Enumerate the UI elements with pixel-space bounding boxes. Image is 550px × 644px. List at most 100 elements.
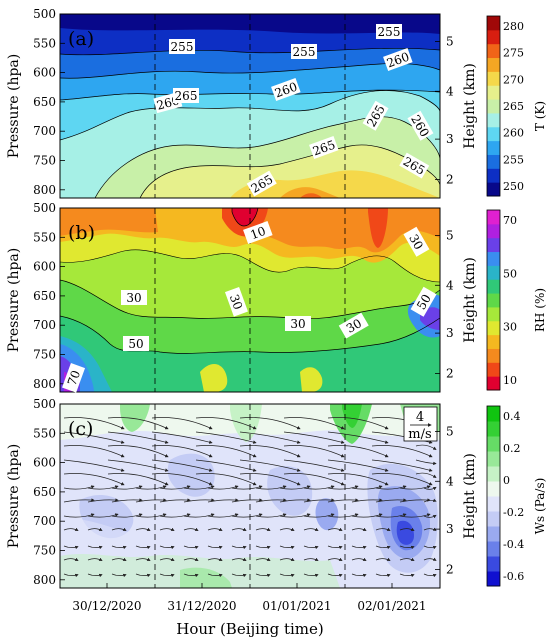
- wind-streamline: [283, 473, 345, 486]
- wind-streamline: [135, 513, 167, 518]
- wind-streamline: [151, 473, 213, 486]
- colorbar-frame: [486, 15, 501, 197]
- panel-label-c: (c): [68, 418, 93, 440]
- wind-streamline: [375, 498, 407, 503]
- svg-text:30: 30: [406, 232, 426, 252]
- wind-streamline: [423, 545, 437, 550]
- wind-streamline: [375, 545, 391, 550]
- wind-streamline: [63, 513, 95, 518]
- wind-streamline: [283, 431, 345, 444]
- colorbar-swatch: [487, 126, 500, 142]
- wind-streamline: [183, 485, 215, 490]
- wind-streamline: [423, 514, 437, 519]
- wind-streamline: [159, 545, 175, 550]
- colorbar-tick-label: 10: [503, 374, 517, 387]
- y-tick-label: 650: [33, 289, 56, 303]
- svg-text:255: 255: [171, 40, 194, 54]
- wind-streamline: [63, 557, 79, 561]
- y-axis-label: Pressure (hpa): [6, 444, 22, 548]
- colorbar-frame: [486, 405, 501, 587]
- wind-streamline: [195, 445, 257, 458]
- colorbar-tick-label: 250: [503, 180, 524, 193]
- wind-streamline: [159, 527, 175, 531]
- colorbar-swatch: [487, 526, 500, 542]
- wind-streamline: [231, 545, 247, 550]
- colorbar-swatch: [487, 279, 500, 294]
- wind-streamline: [107, 473, 169, 486]
- wind-streamline: [63, 573, 79, 578]
- wind-streamline: [107, 445, 169, 458]
- wind-streamline: [239, 459, 301, 472]
- wind-streamline: [231, 527, 247, 531]
- wind-streamline: [303, 485, 335, 490]
- wind-streamline: [399, 498, 431, 503]
- wind-streamline: [303, 513, 335, 518]
- y2-axis-label: Height (km): [462, 453, 478, 539]
- colorbar-swatch: [487, 451, 500, 467]
- wind-streamline: [63, 545, 79, 550]
- colorbar-swatch: [487, 406, 500, 422]
- wind-streamline: [135, 527, 151, 531]
- wind-streamline: [255, 498, 287, 503]
- contour-label-b: 10: [243, 221, 273, 245]
- wind-streamline: [135, 573, 151, 578]
- colorbar-tick-label: 0.2: [503, 442, 521, 455]
- wind-streamline: [87, 557, 103, 561]
- wind-streamline: [135, 557, 151, 561]
- colorbar-swatch: [487, 71, 500, 86]
- wind-streamline: [327, 545, 343, 550]
- y-tick-label: 550: [33, 230, 56, 244]
- wind-streamline: [107, 417, 169, 430]
- y2-axis-label: Height (km): [462, 63, 478, 149]
- contour-label-a: 255: [169, 39, 195, 54]
- colorbar-swatch: [487, 334, 500, 349]
- wind-streamline: [415, 459, 437, 466]
- svg-text:255: 255: [293, 45, 316, 59]
- wind-streamline: [255, 545, 271, 550]
- wind-streamline: [375, 557, 391, 561]
- wind-streamline: [279, 513, 311, 518]
- svg-text:70: 70: [65, 368, 83, 387]
- wind-streamline: [107, 459, 169, 472]
- colorbar-swatch: [487, 85, 500, 100]
- svg-text:30: 30: [290, 317, 305, 331]
- wind-streamline: [111, 545, 127, 550]
- colorbar-tick-label: 270: [503, 73, 524, 86]
- wind-streamline: [327, 573, 343, 578]
- y2-tick-label: 4: [446, 278, 454, 292]
- x-tick-label: 01/01/2021: [262, 599, 331, 613]
- wind-streamline: [87, 545, 103, 550]
- contour-label-a: 255: [376, 24, 402, 39]
- contour-label-b: 30: [285, 316, 311, 331]
- contour-label-b: 30: [224, 287, 248, 317]
- wind-streamline: [63, 459, 125, 472]
- colorbar-tick-label: 255: [503, 153, 524, 166]
- colorbar-swatch: [487, 223, 500, 239]
- wind-streamline: [159, 485, 191, 490]
- wind-streamline: [195, 473, 257, 486]
- wind-streamline: [159, 573, 175, 578]
- colorbar-swatch: [487, 251, 500, 266]
- vector-key-value: 4: [416, 410, 424, 425]
- wind-streamline: [135, 545, 151, 550]
- wind-streamline: [423, 486, 437, 491]
- wind-streamline: [183, 513, 215, 518]
- colorbar-label: RH (%): [533, 288, 547, 332]
- wind-streamline: [327, 445, 389, 458]
- wind-streamline: [87, 573, 103, 578]
- wind-streamline: [107, 431, 169, 444]
- wind-streamline: [207, 545, 223, 550]
- y-tick-label: 800: [33, 573, 56, 587]
- wind-streamline: [87, 527, 103, 531]
- x-tick-label: 30/12/2020: [72, 599, 141, 613]
- y2-tick-label: 4: [446, 474, 454, 488]
- panel-label-a: (a): [68, 28, 94, 50]
- colorbar-swatch: [487, 16, 500, 31]
- wind-streamline: [207, 485, 239, 490]
- wind-streamline: [111, 557, 127, 561]
- colorbar-tick-label: 275: [503, 47, 524, 60]
- y-tick-label: 500: [33, 7, 56, 21]
- wind-streamline: [351, 527, 367, 531]
- y2-tick-label: 2: [446, 563, 454, 577]
- svg-text:30: 30: [126, 291, 141, 305]
